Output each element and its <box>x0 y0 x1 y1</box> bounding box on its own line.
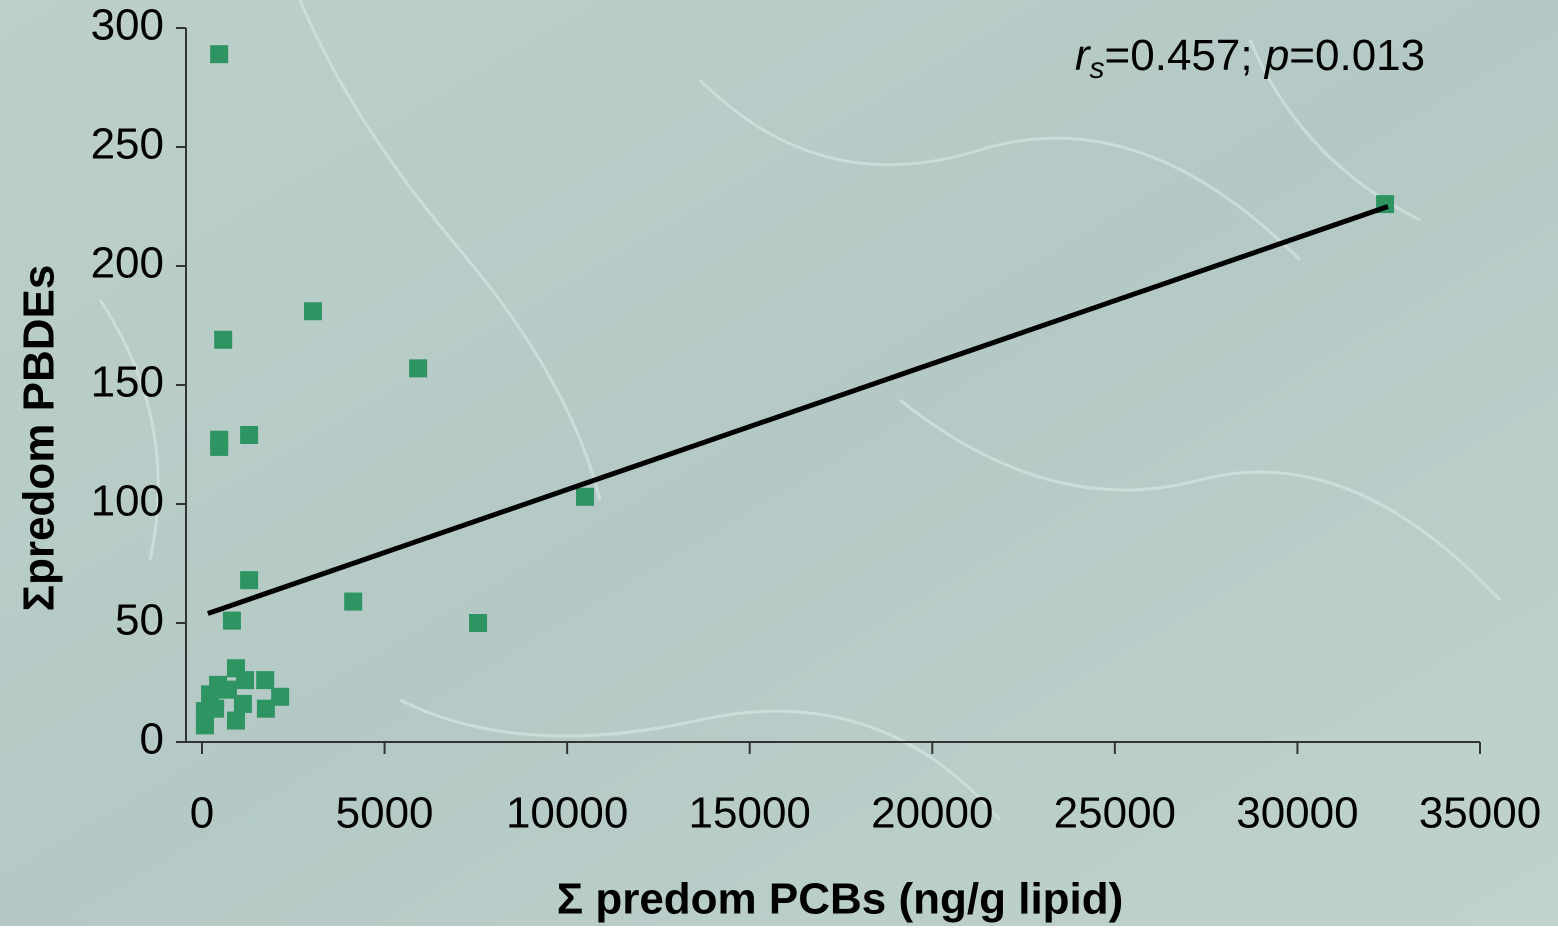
x-tick-label: 35000 <box>1419 789 1541 838</box>
point <box>226 711 245 730</box>
point <box>344 592 363 611</box>
y-axis-label: Σpredom PBDEs <box>15 265 64 612</box>
y-tick-label: 200 <box>91 239 164 288</box>
y-tick-label: 100 <box>91 477 164 526</box>
point <box>222 611 241 630</box>
point <box>256 699 275 718</box>
y-tick-label: 300 <box>91 1 164 50</box>
y-tick-label: 0 <box>140 715 164 764</box>
x-tick-label: 25000 <box>1054 789 1176 838</box>
water-texture <box>98 0 1502 821</box>
y-tick-label: 250 <box>91 120 164 169</box>
annotation: rs=0.457; p=0.013 <box>1075 31 1425 85</box>
point <box>206 699 225 718</box>
x-tick-label: 0 <box>190 789 214 838</box>
x-tick-label: 30000 <box>1236 789 1358 838</box>
x-tick-label: 20000 <box>871 789 993 838</box>
point <box>218 680 237 699</box>
point <box>210 437 229 456</box>
x-tick-label: 5000 <box>336 789 434 838</box>
annotation-r: r <box>1075 31 1092 80</box>
y-tick-label: 150 <box>91 358 164 407</box>
point <box>409 359 428 378</box>
annotation-p-value: =0.013 <box>1289 31 1425 80</box>
annotation-p: p <box>1263 31 1289 80</box>
point <box>236 671 255 690</box>
point <box>214 330 233 349</box>
point <box>576 487 595 506</box>
x-tick-label: 15000 <box>689 789 811 838</box>
annotation-r-value: =0.457; <box>1105 31 1265 80</box>
x-tick-label: 10000 <box>506 789 628 838</box>
annotation-sub: s <box>1090 52 1105 85</box>
point <box>195 716 214 735</box>
point <box>240 571 259 590</box>
trend-line <box>207 204 1389 616</box>
point <box>469 614 488 632</box>
y-tick-label: 50 <box>115 596 164 645</box>
point <box>210 45 229 64</box>
x-axis-label: Σ predom PCBs (ng/g lipid) <box>557 875 1124 924</box>
point <box>233 694 252 713</box>
point <box>256 671 275 690</box>
point <box>240 425 259 444</box>
point <box>271 687 290 706</box>
point <box>304 302 323 321</box>
